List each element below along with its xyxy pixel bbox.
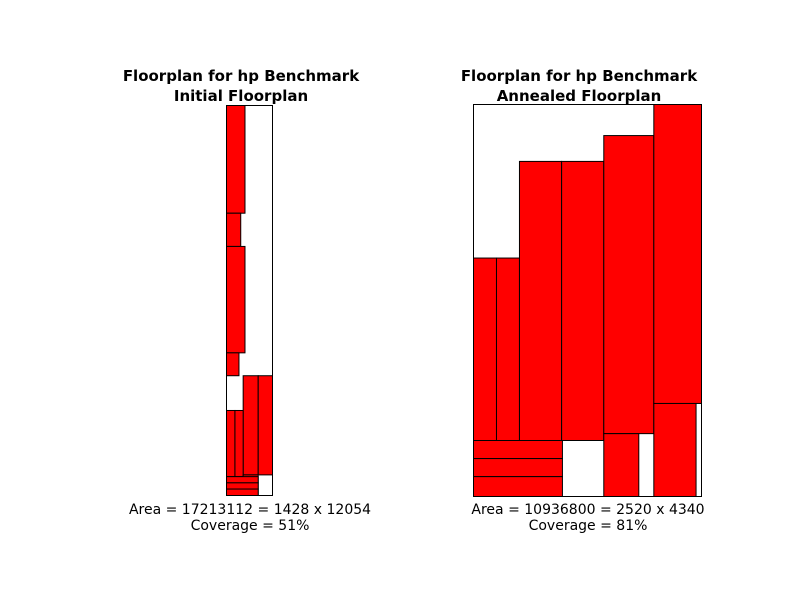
panel-initial-title-line1: Floorplan for hp Benchmark [122, 67, 360, 85]
floorplan-block [653, 104, 702, 404]
panel-annealed-floorplan [473, 104, 702, 498]
panel-annealed-title-line1: Floorplan for hp Benchmark [460, 67, 698, 85]
floorplan-block [473, 458, 563, 478]
floorplan-block [226, 488, 259, 496]
floorplan-block [518, 160, 563, 441]
panel-initial-area: Area = 17213112 = 1428 x 12054 [128, 502, 372, 518]
floorplan-block [226, 105, 246, 214]
panel-annealed-coverage: Coverage = 81% [528, 518, 648, 534]
panel-initial-caption: Area = 17213112 = 1428 x 12054 Coverage … [90, 502, 410, 534]
floorplan-block [226, 482, 259, 490]
panel-annealed-title-line2: Annealed Floorplan [496, 87, 662, 105]
floorplan-block [226, 409, 236, 478]
panel-initial-title-line2: Initial Floorplan [173, 87, 309, 105]
panel-annealed-area: Area = 10936800 = 2520 x 4340 [471, 502, 705, 518]
floorplan-block [473, 257, 497, 441]
floorplan-block [603, 135, 655, 435]
panel-initial-floorplan [226, 105, 273, 497]
panel-annealed-title: Floorplan for hp Benchmark Annealed Floo… [419, 66, 739, 106]
panel-initial-coverage: Coverage = 51% [190, 518, 310, 534]
floorplan-block [653, 402, 697, 497]
panel-initial-title: Floorplan for hp Benchmark Initial Floor… [81, 66, 401, 106]
floorplan-block [257, 375, 273, 476]
floorplan-block [234, 409, 244, 478]
floorplan-block [473, 476, 563, 497]
floorplan-block [226, 352, 240, 377]
floorplan-block [226, 212, 242, 247]
floorplan-block [603, 433, 640, 498]
floorplan-block [495, 257, 520, 441]
floorplan-block [242, 375, 259, 476]
floorplan-block [226, 476, 259, 484]
panel-annealed-caption: Area = 10936800 = 2520 x 4340 Coverage =… [428, 502, 748, 534]
floorplan-block [473, 440, 563, 460]
floorplan-block [561, 160, 605, 441]
floorplan-block [226, 245, 246, 354]
